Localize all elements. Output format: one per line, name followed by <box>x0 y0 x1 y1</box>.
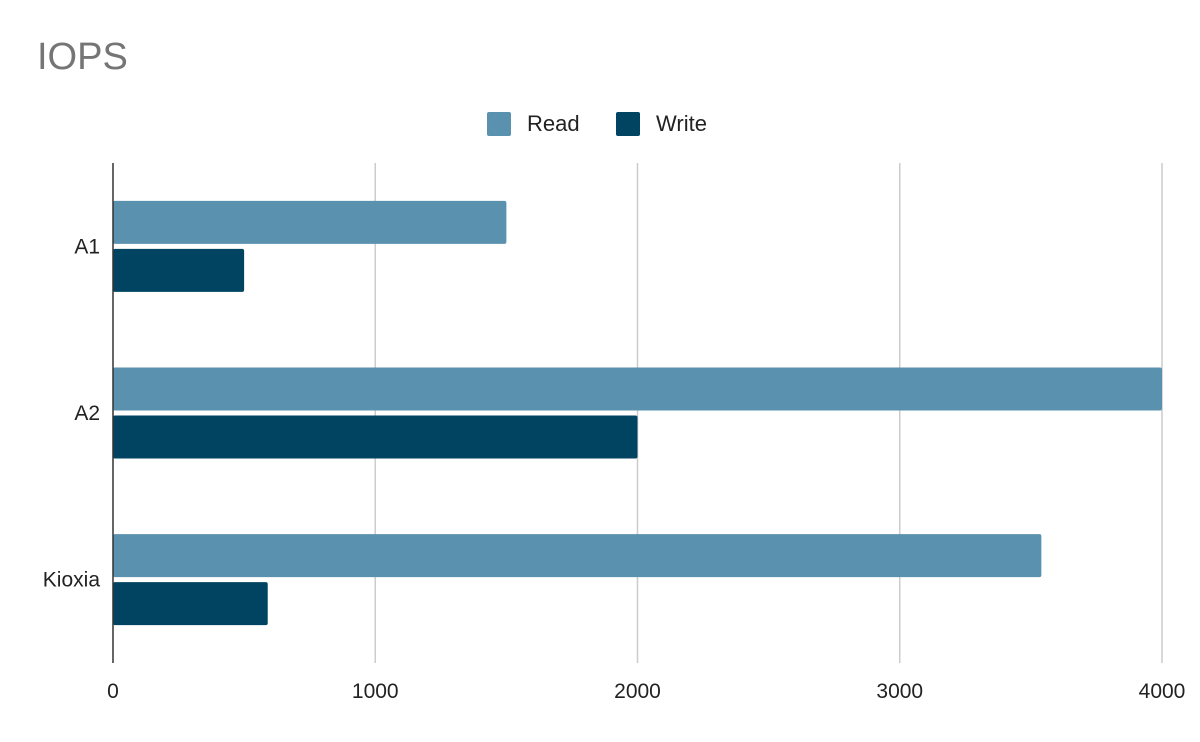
legend-item-write: Write <box>616 111 707 137</box>
y-category-label-a1: A1 <box>74 235 100 258</box>
x-tick-label-1000: 1000 <box>352 680 399 703</box>
bar-read-a2 <box>113 367 1162 411</box>
y-category-label-kioxia: Kioxia <box>43 569 101 592</box>
y-category-label-a2: A2 <box>74 402 100 425</box>
bar-write-a2 <box>113 415 638 459</box>
x-tick-label-0: 0 <box>107 680 119 703</box>
bar-read-kioxia <box>113 534 1042 578</box>
x-tick-label-4000: 4000 <box>1139 680 1186 703</box>
legend-swatch-write <box>616 112 640 136</box>
legend-swatch-read <box>487 112 511 136</box>
legend: Read Write <box>0 111 1200 137</box>
bar-write-kioxia <box>113 582 268 626</box>
legend-item-read: Read <box>487 111 580 137</box>
legend-label-read: Read <box>527 111 580 136</box>
x-tick-label-2000: 2000 <box>614 680 661 703</box>
bar-read-a1 <box>113 200 507 244</box>
legend-label-write: Write <box>656 111 707 136</box>
x-tick-label-3000: 3000 <box>876 680 923 703</box>
bar-write-a1 <box>113 248 245 292</box>
chart-title: IOPS <box>37 36 128 78</box>
